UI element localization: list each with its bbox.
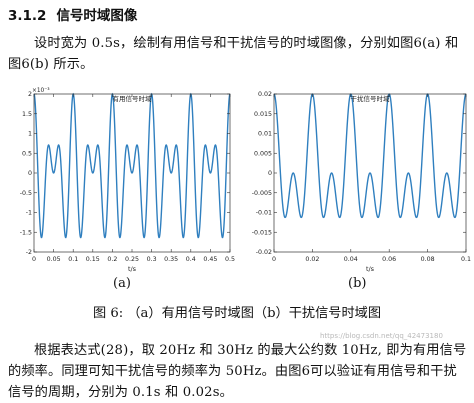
figure-caption: 图 6: （a）有用信号时域图（b）干扰信号时域图 [92,306,382,321]
chart-useful-signal: 0 0.05 0.1 0.15 0.2 0.25 0.3 0.35 0.4 0.45 0.5 -2 -1… [4,84,236,274]
interference-signal-plot: 0 0.02 0.04 0.06 0.08 0.1 -0.02 -0.015 -0.01 -0.0… [252,91,471,273]
x-tick-label: 0.4 [186,256,196,263]
x-axis-label: t/s [366,265,375,273]
x-tick-label: 0.2 [107,256,117,263]
section-heading: 3.1.2 信号时域图像 [8,4,137,24]
y-tick-label: 0.005 [254,150,272,157]
x-axis-label: t/s [128,265,137,273]
y-tick-label: -0.01 [256,210,272,217]
y-tick-label: 1.5 [22,111,32,118]
x-tick-label: 0.5 [225,256,235,263]
x-tick-label: 0.25 [125,256,139,263]
signal-line [273,93,467,219]
x-tick-label: 0 [272,256,276,263]
x-tick-label: 0.04 [344,256,358,263]
y-tick-label: -0.02 [256,249,272,256]
y-tick-label: -0.5 [20,190,32,197]
chart-title: 有用信号时域 [113,94,153,103]
y-tick-label: 2 [28,91,32,98]
intro-text: 设时宽为 0.5s，绘制有用信号和干扰信号的时域图像，分别如图6(a) 和图6(… [8,36,459,72]
x-tick-label: 0.1 [461,256,471,263]
analysis-text: 根据表达式(28)，取 20Hz 和 30Hz 的最大公约数 10Hz, 即为有… [8,343,467,400]
y-tick-label: -0.015 [252,229,272,236]
y-tick-label: 0.01 [258,131,272,138]
y-tick-label: 0 [28,170,32,177]
chart-interference-signal: 0 0.02 0.04 0.06 0.08 0.1 -0.02 -0.015 -0.01 -0.0… [240,84,472,274]
x-tick-label: 0.06 [382,256,396,263]
y-tick-label: -2 [26,249,32,256]
subcaption-b: (b) [348,276,367,291]
x-tick-label: 0.3 [147,256,157,263]
x-tick-label: 0.35 [164,256,178,263]
x-tick-label: 0.1 [68,256,78,263]
x-tick-label: 0.45 [203,256,217,263]
signal-line [33,92,231,239]
x-tick-label: 0.05 [47,256,61,263]
y-tick-label: 0.02 [258,91,272,98]
x-tick-label: 0.02 [305,256,319,263]
useful-signal-plot: 0 0.05 0.1 0.15 0.2 0.25 0.3 0.35 0.4 0.45 0.5 -2 -1… [20,87,235,273]
x-tick-label: 0.08 [421,256,435,263]
subcaption-a: (a) [113,276,131,291]
chart-title: 干扰信号时域 [351,94,391,103]
y-tick-label: 1 [28,131,32,138]
watermark: https://blog.csdn.net/qq_42473180 [320,332,443,340]
y-tick-label: -1.5 [20,229,32,236]
y-tick-label: -0.005 [252,190,272,197]
section-number: 3.1.2 [8,8,47,24]
x-tick-label: 0 [32,256,36,263]
x-tick-label: 0.15 [86,256,100,263]
y-tick-label: -1 [26,210,32,217]
y-exponent-label: ×10⁻³ [32,87,50,94]
y-tick-label: 0.5 [22,150,32,157]
y-tick-label: 0 [268,170,272,177]
y-tick-label: 0.015 [254,111,272,118]
section-title: 信号时域图像 [56,8,138,24]
analysis-paragraph: 根据表达式(28)，取 20Hz 和 30Hz 的最大公约数 10Hz, 即为有… [8,340,470,403]
intro-paragraph: 设时宽为 0.5s，绘制有用信号和干扰信号的时域图像，分别如图6(a) 和图6(… [8,33,470,75]
